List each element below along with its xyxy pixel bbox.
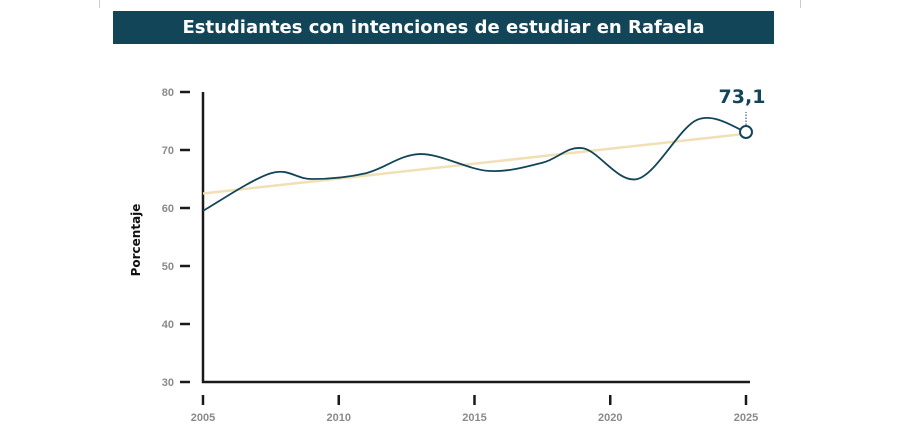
frame-edge-right xyxy=(800,0,801,8)
series-line xyxy=(202,117,747,212)
y-axis-label: Porcentaje xyxy=(129,204,143,277)
frame-edge-left xyxy=(99,0,100,8)
y-tick-label: 80 xyxy=(162,87,174,99)
y-tick-label: 40 xyxy=(162,319,174,331)
y-tick-label: 30 xyxy=(162,377,174,389)
y-tick-label: 50 xyxy=(162,261,174,273)
chart-title: Estudiantes con intenciones de estudiar … xyxy=(113,11,774,44)
x-tick-label: 2010 xyxy=(327,412,351,424)
y-tick-label: 70 xyxy=(162,145,174,157)
x-tick-label: 2020 xyxy=(598,412,622,424)
trend-line xyxy=(202,132,747,195)
last-data-point xyxy=(739,125,753,140)
y-tick-label: 60 xyxy=(162,203,174,215)
x-tick-label: 2005 xyxy=(191,412,215,424)
x-tick-label: 2025 xyxy=(734,412,758,424)
annotation-label: 73,1 xyxy=(719,86,766,108)
x-tick-label: 2015 xyxy=(462,412,486,424)
